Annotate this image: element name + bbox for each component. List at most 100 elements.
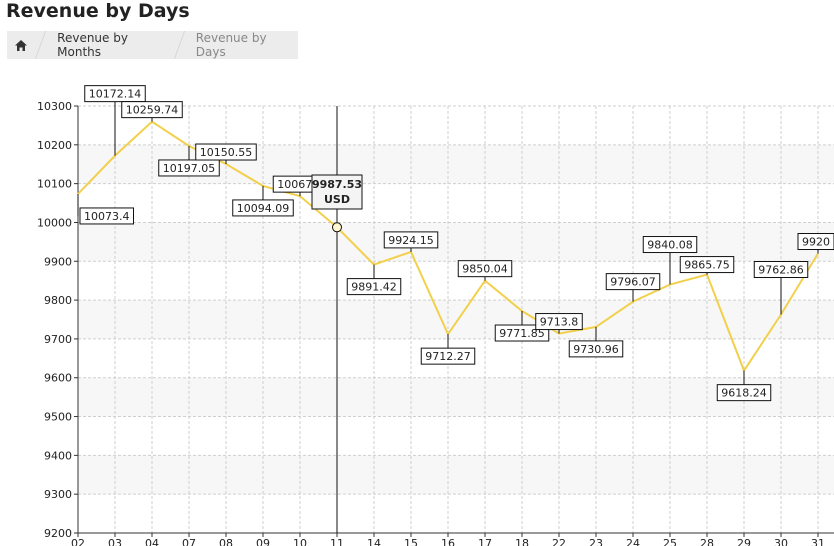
x-tick-label: 03 [108,537,122,546]
data-label-text: 9924.15 [388,234,434,247]
data-label: 9891.42 [346,278,402,296]
data-label-text: 9850.04 [462,263,508,276]
data-label: 9796.07 [605,273,661,291]
y-tick-label: 9500 [44,411,72,424]
x-tick-label: 28 [700,537,714,546]
page-title: Revenue by Days [6,0,190,22]
band [78,222,834,262]
x-tick-label: 10 [293,537,307,546]
data-label-text: 9730.96 [573,343,619,356]
tooltip-box [311,174,363,210]
x-tick-label: 08 [219,537,233,546]
tooltip-unit: USD [324,193,350,206]
data-label-text: 9920 [802,236,830,249]
data-label: 9924.15 [383,231,439,249]
data-label: 9730.96 [568,340,624,358]
data-label-box [457,260,513,278]
data-label: 10259.74 [121,101,183,119]
x-tick-label: 16 [441,537,455,546]
x-tick-label: 25 [663,537,677,546]
data-label-text: 9618.24 [721,387,767,400]
data-label-box [797,233,834,251]
x-tick-label: 17 [478,537,492,546]
y-tick-label: 10100 [37,178,72,191]
data-label: 9713.8 [535,313,583,331]
data-label-box [535,313,583,331]
y-tick-label: 10300 [37,100,72,113]
x-tick-label: 07 [182,537,196,546]
y-tick-label: 9800 [44,294,72,307]
y-tick-label: 9700 [44,333,72,346]
x-tick-label: 18 [515,537,529,546]
data-label-text: 9713.8 [540,316,579,329]
data-label-box [568,340,624,358]
data-label-text: 9771.85 [499,327,545,340]
x-tick-label: 11 [330,537,344,546]
data-label-text: 9712.27 [425,350,471,363]
data-label-box [383,231,439,249]
data-label-box [605,273,661,291]
y-tick-label: 9600 [44,372,72,385]
data-label: 10094.09 [232,199,294,217]
x-tick-label: 22 [552,537,566,546]
y-tick-label: 10200 [37,139,72,152]
data-label-text: 9865.75 [684,259,730,272]
y-tick-label: 9900 [44,255,72,268]
x-tick-label: 09 [256,537,270,546]
data-label-box [346,278,402,296]
data-label-text: 9762.86 [758,264,804,277]
band [78,455,834,495]
data-label-box [84,85,146,103]
data-label-box [716,384,772,402]
data-label-text: 9796.07 [610,276,656,289]
data-label-text: 10172.14 [89,88,142,101]
data-label-text: 9891.42 [351,281,397,294]
x-tick-label: 02 [71,537,85,546]
data-label: 10073.4 [79,207,134,225]
hover-point [332,222,342,233]
data-label-box [232,199,294,217]
data-label-text: 10067.8 [277,178,323,191]
x-tick-label: 24 [626,537,640,546]
breadcrumb: Revenue by Months Revenue by Days [7,31,298,59]
data-label: 9865.75 [679,256,735,274]
data-label: 10197.05 [158,159,220,177]
data-label-box [679,256,735,274]
data-label: 9840.08 [642,236,698,254]
data-label-text: 10197.05 [163,162,216,175]
data-label-text: 10073.4 [84,210,130,223]
data-label: 10172.14 [84,85,146,103]
data-label-box [420,347,476,365]
data-label: 9920 [797,233,834,251]
data-label-box [642,236,698,254]
x-tick-label: 04 [145,537,159,546]
x-tick-label: 31 [811,537,825,546]
data-label: 9712.27 [420,347,476,365]
data-label: 9762.86 [753,261,809,279]
breadcrumb-link[interactable]: Revenue by Months [57,31,128,59]
data-label-box [121,101,183,119]
x-tick-label: 23 [589,537,603,546]
data-label: 9850.04 [457,260,513,278]
x-tick-label: 29 [737,537,751,546]
data-label-text: 10259.74 [126,104,179,117]
y-tick-label: 9400 [44,449,72,462]
home-icon[interactable] [7,39,34,51]
x-tick-label: 14 [367,537,381,546]
data-label-text: 10094.09 [237,202,290,215]
y-tick-label: 9200 [44,527,72,540]
x-tick-label: 15 [404,537,418,546]
data-label-box [79,207,134,225]
y-tick-label: 9300 [44,488,72,501]
x-tick-label: 30 [774,537,788,546]
y-tick-label: 10000 [37,216,72,229]
breadcrumb-current: Revenue by Days [195,31,267,59]
data-label: 10150.55 [195,143,257,161]
data-label-box [195,143,257,161]
tooltip-value: 9987.53 [312,178,362,191]
band [78,300,834,339]
data-label: 9618.24 [716,384,772,402]
data-label-box [753,261,809,279]
